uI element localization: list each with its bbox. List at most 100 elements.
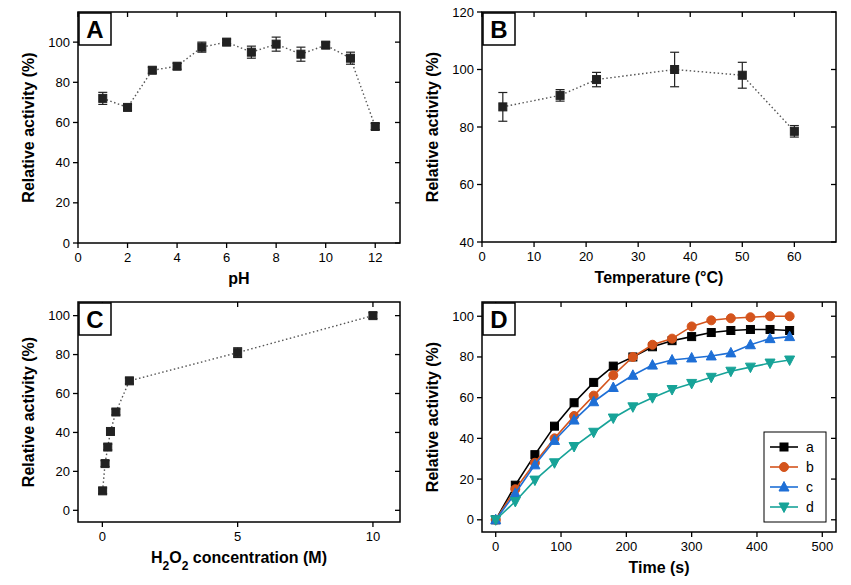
data-point — [628, 370, 638, 380]
data-point — [549, 435, 559, 445]
series-line — [103, 42, 375, 126]
x-tick-label: 60 — [787, 249, 801, 264]
y-tick-label: 40 — [56, 155, 70, 170]
data-point — [727, 326, 735, 334]
error-cap — [98, 92, 107, 93]
data-point — [629, 353, 637, 361]
data-point — [765, 359, 775, 369]
data-point — [247, 48, 255, 56]
data-point — [549, 459, 559, 469]
data-point — [706, 350, 716, 360]
error-cap — [738, 62, 747, 63]
error-cap — [790, 125, 799, 126]
data-point — [550, 422, 558, 430]
data-point — [589, 428, 599, 438]
data-point — [647, 360, 657, 370]
x-tick-label: 10 — [527, 249, 541, 264]
plot-frame — [482, 302, 836, 532]
error-bar — [296, 47, 305, 61]
data-point — [726, 347, 736, 357]
data-point — [369, 312, 377, 320]
data-point — [667, 386, 677, 396]
legend-marker — [780, 443, 788, 451]
data-point — [530, 476, 540, 486]
panel-label: A — [86, 16, 103, 43]
error-cap — [98, 104, 107, 105]
x-tick-label: 100 — [550, 539, 572, 554]
error-bar — [197, 42, 206, 52]
panel: 0102030405060406080100120Temperature (°C… — [424, 5, 836, 287]
data-point — [590, 378, 598, 386]
data-point — [530, 459, 540, 469]
data-point — [99, 94, 107, 102]
y-tick-label: 60 — [56, 115, 70, 130]
data-point — [707, 329, 715, 337]
data-point — [234, 349, 242, 357]
data-point — [173, 62, 181, 70]
error-cap — [592, 72, 601, 73]
error-cap — [592, 86, 601, 87]
panel-label: D — [490, 306, 507, 333]
panel-label-box — [79, 303, 111, 335]
error-cap — [296, 61, 305, 62]
data-point — [556, 91, 564, 99]
x-axis-label: Temperature (°C) — [595, 269, 724, 286]
data-point — [297, 50, 305, 58]
data-point — [707, 316, 716, 325]
data-point — [746, 325, 754, 333]
legend-marker — [779, 482, 789, 492]
x-tick-label: 8 — [273, 250, 280, 265]
error-bar — [233, 348, 242, 358]
y-tick-label: 40 — [56, 425, 70, 440]
series-line — [496, 360, 790, 520]
data-point — [569, 415, 579, 425]
y-tick-label: 100 — [48, 35, 70, 50]
error-bar — [148, 67, 157, 73]
error-bar — [371, 123, 380, 129]
data-point — [687, 352, 697, 362]
panel: 024681012020406080100pHRelative activity… — [20, 12, 400, 287]
y-tick-label: 100 — [452, 309, 474, 324]
error-cap — [296, 47, 305, 48]
plot-frame — [78, 302, 400, 522]
legend-marker — [779, 503, 789, 513]
series-line — [496, 337, 790, 520]
x-tick-label: 4 — [173, 250, 180, 265]
y-tick-label: 80 — [56, 75, 70, 90]
y-tick-label: 80 — [460, 349, 474, 364]
y-tick-label: 120 — [452, 5, 474, 20]
error-cap — [670, 52, 679, 53]
error-cap — [498, 92, 507, 93]
error-cap — [247, 46, 256, 47]
panel-label: C — [86, 306, 103, 333]
y-axis-label: Relative activity (%) — [424, 52, 441, 202]
data-point — [112, 408, 120, 416]
legend-label: a — [806, 439, 814, 455]
error-cap — [556, 101, 565, 102]
data-point — [198, 43, 206, 51]
y-tick-label: 100 — [48, 308, 70, 323]
error-cap — [790, 136, 799, 137]
data-point — [589, 396, 599, 406]
error-bar — [321, 42, 330, 48]
y-tick-label: 60 — [56, 386, 70, 401]
data-point — [687, 322, 696, 331]
data-point — [272, 40, 280, 48]
data-point — [668, 334, 677, 343]
data-point — [609, 362, 617, 370]
legend-label: d — [806, 499, 814, 515]
y-tick-label: 80 — [56, 347, 70, 362]
data-point — [101, 460, 109, 468]
error-bar — [247, 46, 256, 58]
data-point — [593, 76, 601, 84]
x-tick-label: 400 — [746, 539, 768, 554]
x-tick-label: 200 — [615, 539, 637, 554]
error-cap — [247, 58, 256, 59]
legend-marker — [780, 463, 789, 472]
error-bar — [98, 92, 107, 104]
data-point — [790, 127, 798, 135]
error-bar — [738, 62, 747, 88]
data-point — [647, 394, 657, 404]
data-point — [531, 451, 539, 459]
y-tick-label: 0 — [63, 236, 70, 251]
